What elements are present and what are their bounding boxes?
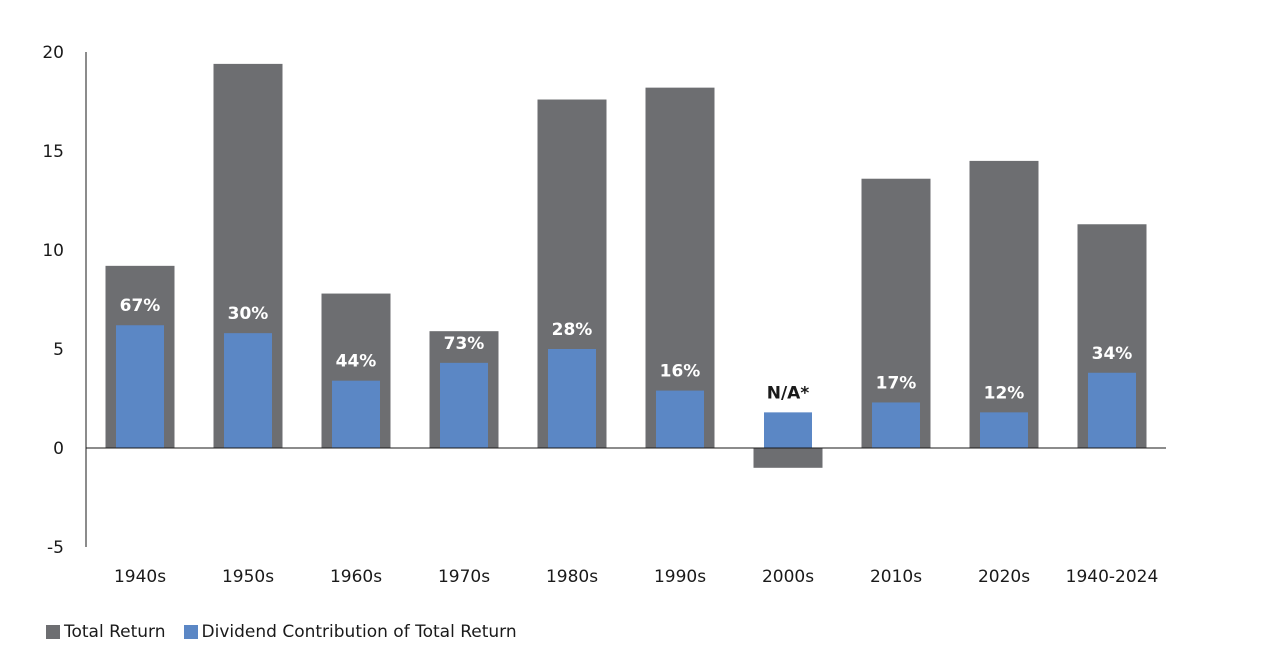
axes-layer [85, 52, 1166, 547]
dividend-bar-1960s [332, 380, 380, 448]
x-tick-label-1940s: 1940s [114, 567, 166, 587]
data-label-1940s: 67% [120, 296, 161, 316]
data-label-1980s: 28% [552, 320, 593, 340]
legend-label-total-return: Total Return [64, 622, 166, 642]
dividend-bar-1940s [116, 325, 164, 448]
x-tick-label-1980s: 1980s [546, 567, 598, 587]
legend-swatch-dividend [183, 625, 198, 639]
y-tick-label-neg5: -5 [47, 538, 64, 558]
bar-chart: 67% 1940s 30% 1950s 44% 1960s 73% 1970s 28% 1980s… [42, 43, 1166, 587]
x-tick-label-1990s: 1990s [654, 567, 706, 587]
x-tick-label-1950s: 1950s [222, 567, 274, 587]
y-tick-label-15: 15 [42, 142, 64, 162]
total-return-bar-1990s [645, 87, 715, 448]
dividend-bar-2020s [980, 412, 1028, 448]
total-return-bar-2020s [969, 160, 1039, 448]
dividend-bar-1990s [656, 390, 704, 448]
legend-item-dividend: Dividend Contribution of Total Return [183, 622, 517, 642]
legend-item-total-return: Total Return [46, 622, 166, 642]
x-tick-label-1970s: 1970s [438, 567, 490, 587]
dividend-bar-1950s [224, 333, 272, 448]
x-tick-label-2010s: 2010s [870, 567, 922, 587]
x-tick-label-2000s: 2000s [762, 567, 814, 587]
data-label-1950s: 30% [228, 304, 269, 324]
x-tick-label-1960s: 1960s [330, 567, 382, 587]
dividend-bar-2000s [764, 412, 812, 448]
dividend-bar-1970s [440, 362, 488, 448]
dividend-bar-1980s [548, 349, 596, 448]
data-label-2010s: 17% [876, 373, 917, 393]
y-tick-label-0: 0 [53, 439, 64, 459]
bars-layer [105, 63, 1147, 468]
legend: Total Return Dividend Contribution of To… [46, 622, 517, 642]
legend-swatch-total-return [46, 625, 60, 639]
dividend-bar-1940-2024 [1088, 372, 1136, 448]
data-label-1940-2024: 34% [1092, 344, 1133, 364]
y-tick-label-10: 10 [42, 241, 64, 261]
total-return-bar-2000s [753, 448, 823, 468]
data-label-1970s: 73% [444, 334, 485, 354]
data-label-1990s: 16% [660, 362, 701, 382]
y-tick-label-5: 5 [53, 340, 64, 360]
legend-label-dividend: Dividend Contribution of Total Return [201, 622, 517, 642]
x-tick-label-1940-2024: 1940-2024 [1066, 567, 1159, 587]
y-tick-label-20: 20 [42, 43, 64, 63]
data-label-1960s: 44% [336, 352, 377, 372]
dividend-bar-2010s [872, 402, 920, 448]
x-tick-label-2020s: 2020s [978, 567, 1030, 587]
labels-layer: 67% 1940s 30% 1950s 44% 1960s 73% 1970s 28% 1980s… [42, 43, 1158, 587]
data-label-2020s: 12% [984, 383, 1025, 403]
data-label-2000s: N/A* [767, 383, 810, 403]
